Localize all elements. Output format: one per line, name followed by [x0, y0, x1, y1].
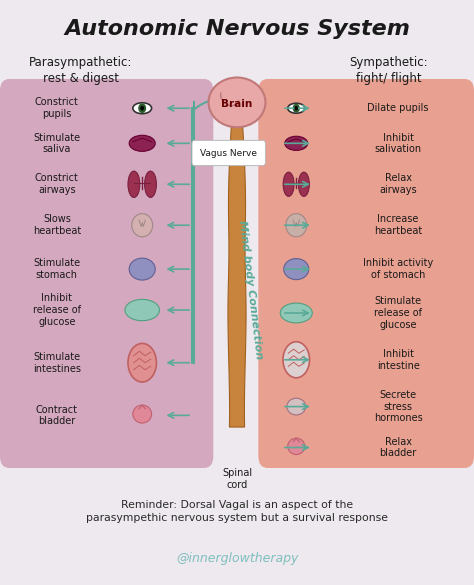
Ellipse shape	[128, 343, 156, 382]
Ellipse shape	[209, 77, 265, 128]
Text: Sympathetic:
fight/ flight: Sympathetic: fight/ flight	[349, 56, 428, 85]
Text: Contract
bladder: Contract bladder	[36, 405, 78, 426]
Text: Relax
bladder: Relax bladder	[380, 437, 417, 458]
Ellipse shape	[283, 342, 310, 378]
Text: Brain: Brain	[221, 99, 253, 109]
Text: Vagus Nerve: Vagus Nerve	[201, 149, 257, 158]
Text: Secrete
stress
hormones: Secrete stress hormones	[374, 390, 422, 423]
Circle shape	[294, 106, 298, 111]
Text: Inhibit
release of
glucose: Inhibit release of glucose	[33, 294, 81, 326]
Text: Parasympathetic:
rest & digest: Parasympathetic: rest & digest	[29, 56, 132, 85]
Ellipse shape	[286, 214, 307, 237]
Text: Mind body Connection: Mind body Connection	[237, 219, 264, 360]
Ellipse shape	[125, 300, 159, 321]
FancyBboxPatch shape	[0, 79, 213, 468]
Text: Autonomic Nervous System: Autonomic Nervous System	[64, 19, 410, 39]
Ellipse shape	[129, 258, 155, 280]
FancyBboxPatch shape	[258, 79, 474, 468]
Ellipse shape	[283, 172, 294, 197]
Ellipse shape	[280, 303, 312, 323]
Text: Spinal
cord: Spinal cord	[222, 468, 252, 490]
Ellipse shape	[287, 398, 306, 415]
Ellipse shape	[133, 405, 152, 423]
Text: Stimulate
stomach: Stimulate stomach	[33, 259, 81, 280]
Circle shape	[292, 104, 300, 113]
Polygon shape	[228, 126, 246, 427]
Circle shape	[138, 104, 146, 113]
Text: Reminder: Dorsal Vagal is an aspect of the
parasympethic nervous system but a su: Reminder: Dorsal Vagal is an aspect of t…	[86, 500, 388, 524]
Ellipse shape	[284, 259, 309, 280]
Ellipse shape	[129, 135, 155, 152]
Text: Stimulate
intestines: Stimulate intestines	[33, 352, 81, 373]
Ellipse shape	[288, 438, 305, 455]
Text: Dilate pupils: Dilate pupils	[367, 103, 429, 113]
Ellipse shape	[132, 214, 153, 237]
Ellipse shape	[288, 103, 305, 113]
Text: Inhibit
intestine: Inhibit intestine	[377, 349, 419, 370]
Ellipse shape	[133, 103, 152, 113]
Circle shape	[140, 106, 144, 111]
Text: Inhibit activity
of stomach: Inhibit activity of stomach	[363, 259, 433, 280]
Text: Inhibit
salivation: Inhibit salivation	[374, 133, 422, 154]
Ellipse shape	[128, 171, 140, 198]
Ellipse shape	[299, 172, 310, 197]
Text: Constrict
airways: Constrict airways	[35, 174, 79, 195]
Text: Stimulate
saliva: Stimulate saliva	[33, 133, 81, 154]
Text: Slows
heartbeat: Slows heartbeat	[33, 215, 81, 236]
FancyBboxPatch shape	[192, 140, 265, 166]
Text: Stimulate
release of
glucose: Stimulate release of glucose	[374, 297, 422, 329]
Text: @innerglowtherapy: @innerglowtherapy	[176, 552, 298, 565]
Text: Increase
heartbeat: Increase heartbeat	[374, 215, 422, 236]
Text: Constrict
pupils: Constrict pupils	[35, 98, 79, 119]
Text: Relax
airways: Relax airways	[379, 174, 417, 195]
Ellipse shape	[285, 136, 308, 150]
Ellipse shape	[145, 171, 156, 198]
